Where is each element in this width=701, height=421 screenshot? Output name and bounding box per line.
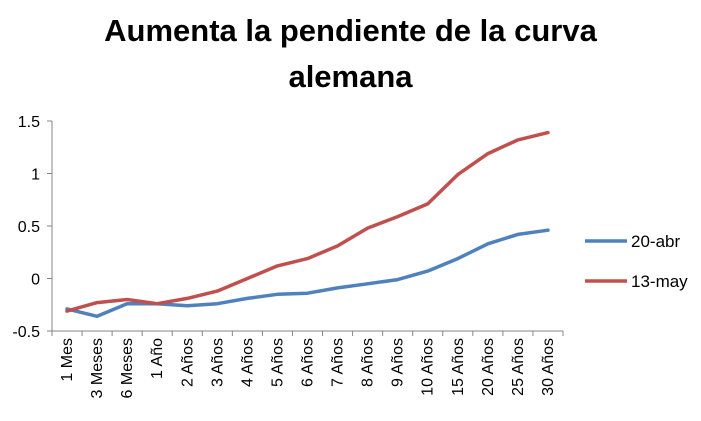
x-axis-ticks: 1 Mes 3 Meses 6 Meses 1 Año 2 Años 3 Años 4 Añ… [51, 331, 564, 398]
chart-title-line-2: alemana [288, 59, 413, 94]
x-tick-label: 8 Años [360, 338, 377, 387]
x-tick-label: 1 Año [149, 338, 166, 379]
series-line-2 [65, 130, 550, 313]
x-tick-label: 3 Meses [89, 338, 106, 398]
y-axis-ticks: -0.5 0 0.5 1 1.5 [12, 114, 52, 341]
x-tick-label: 10 Años [420, 338, 437, 396]
chart-title: Aumenta la pendiente de la curva alemana [0, 8, 701, 100]
x-tick-label: 5 Años [269, 338, 286, 387]
x-tick-label: 4 Años [239, 338, 256, 387]
legend: 20-abr 13-may [585, 232, 688, 291]
x-tick-label: 1 Mes [59, 338, 76, 382]
x-tick-label: 20 Años [480, 338, 497, 396]
x-tick-label: 2 Años [179, 338, 196, 387]
y-tick-label: 1.5 [18, 114, 40, 131]
x-tick-label: 25 Años [510, 338, 527, 396]
x-tick-label: 9 Años [390, 338, 407, 387]
x-tick-label: 6 Meses [119, 338, 136, 398]
legend-label-1: 20-abr [631, 232, 680, 251]
y-tick-label: 0.5 [18, 219, 40, 236]
x-tick-label: 6 Años [300, 338, 317, 387]
chart-title-line-1: Aumenta la pendiente de la curva [104, 13, 597, 48]
x-tick-label: 7 Años [330, 338, 347, 387]
series-line-1 [65, 228, 550, 319]
x-tick-label: 3 Años [209, 338, 226, 387]
y-tick-label: -0.5 [12, 324, 40, 341]
series-lines [65, 130, 550, 319]
legend-label-2: 13-may [631, 272, 688, 291]
x-tick-label: 15 Años [450, 338, 467, 396]
x-tick-label: 30 Años [540, 338, 557, 396]
y-tick-label: 1 [31, 167, 40, 184]
y-tick-label: 0 [31, 272, 40, 289]
